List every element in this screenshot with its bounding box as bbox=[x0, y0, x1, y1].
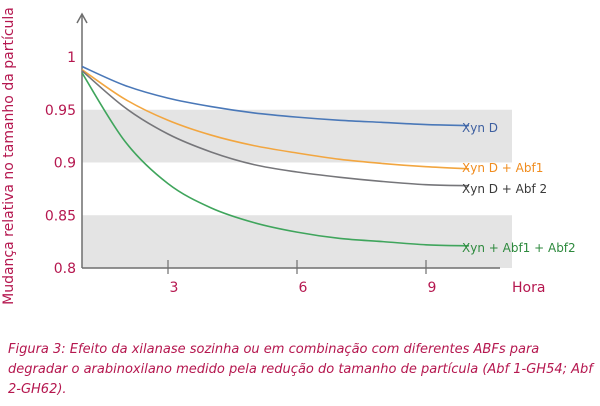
series-label-2: Xyn D + Abf 2 bbox=[462, 182, 547, 196]
y-tick-label-4: 1 bbox=[67, 50, 76, 66]
shaded-band-1 bbox=[82, 215, 512, 268]
series-line-1 bbox=[81, 69, 470, 170]
x-tick-label-2: 9 bbox=[428, 280, 437, 296]
series-line-2 bbox=[81, 70, 470, 187]
series-label-1: Xyn D + Abf1 bbox=[462, 161, 543, 175]
y-tick-label-0: 0.8 bbox=[54, 261, 76, 277]
x-axis-label: Hora bbox=[512, 280, 545, 296]
series-labels-layer: Xyn D Xyn D + Abf1 Xyn D + Abf 2 Xyn + Abf1… bbox=[462, 121, 576, 255]
y-tick-label-1: 0.85 bbox=[45, 208, 76, 224]
x-tick-label-1: 6 bbox=[299, 280, 308, 296]
series-label-3: Xyn + Abf1 + Abf2 bbox=[462, 241, 576, 255]
y-axis-label: Mudança relativa no tamanho da partícula bbox=[1, 7, 17, 305]
series-line-0 bbox=[81, 65, 470, 127]
series-label-0: Xyn D bbox=[462, 121, 498, 135]
y-tick-label-2: 0.9 bbox=[54, 156, 76, 172]
shaded-bands-layer bbox=[82, 109, 512, 268]
y-tick-label-3: 0.95 bbox=[45, 103, 76, 119]
series-line-3 bbox=[81, 72, 470, 247]
series-layer bbox=[81, 65, 470, 247]
figure-caption: Figura 3: Efeito da xilanase sozinha ou … bbox=[8, 342, 593, 397]
x-tick-label-0: 3 bbox=[170, 280, 179, 296]
y-axis-arrow bbox=[76, 12, 88, 24]
axes-layer: 3 6 9 0.8 0.85 0.9 0.95 1 bbox=[45, 12, 500, 296]
